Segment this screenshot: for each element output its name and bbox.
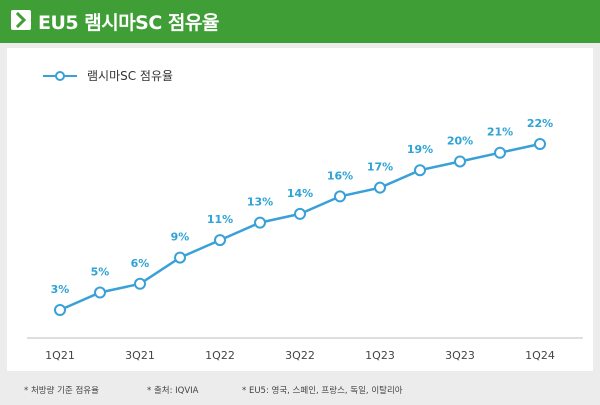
- data-point: [494, 146, 506, 159]
- header-bar: EU5 램시마SC 점유율: [0, 0, 600, 43]
- footnote-basis: * 처방량 기준 점유율: [24, 386, 99, 396]
- x-tick-label: 1Q21: [45, 349, 75, 362]
- data-point: [54, 304, 66, 316]
- data-label: 20%: [447, 134, 473, 147]
- data-label: 6%: [131, 257, 150, 270]
- data-label: 17%: [367, 161, 393, 174]
- data-label: 16%: [327, 169, 353, 182]
- x-tick-label: 3Q23: [445, 349, 475, 362]
- x-tick-label: 1Q22: [205, 349, 235, 362]
- legend: 램시마SC 점유율: [43, 69, 173, 83]
- x-tick-label: 3Q22: [285, 349, 315, 362]
- data-point: [334, 190, 346, 203]
- footnote-source: * 출처: IQVIA: [147, 386, 199, 396]
- data-label: 21%: [487, 126, 513, 139]
- data-point: [174, 251, 186, 264]
- x-tick-label: 1Q23: [365, 349, 395, 362]
- data-label: 9%: [171, 231, 190, 244]
- data-label: 3%: [51, 283, 70, 296]
- data-label: 14%: [287, 187, 313, 200]
- data-point: [414, 164, 426, 177]
- data-point: [294, 207, 306, 220]
- data-label: 5%: [91, 266, 110, 279]
- data-label: 19%: [407, 143, 433, 156]
- page-title: EU5 램시마SC 점유율: [38, 12, 219, 34]
- footnote-eu5: * EU5: 영국, 스페인, 프랑스, 독일, 이탈리아: [242, 386, 403, 396]
- data-point: [94, 286, 106, 299]
- x-tick-label: 1Q24: [525, 349, 555, 362]
- data-point: [214, 234, 226, 247]
- data-point: [454, 155, 466, 168]
- line-chart: 램시마SC 점유율 3% 5% 6% 9% 11% 13% 14% 16% 17% 19% 20% 2…: [27, 69, 583, 362]
- legend-label: 램시마SC 점유율: [87, 69, 173, 83]
- legend-marker: [55, 71, 65, 81]
- data-point: [374, 181, 386, 194]
- data-label: 13%: [247, 196, 273, 209]
- data-point: [134, 277, 146, 290]
- data-point: [534, 138, 546, 150]
- data-point: [254, 216, 266, 229]
- data-label: 22%: [527, 117, 553, 130]
- data-label: 11%: [207, 213, 233, 226]
- x-tick-label: 3Q21: [125, 349, 155, 362]
- chart-panel: 램시마SC 점유율 3% 5% 6% 9% 11% 13% 14% 16% 17% 19% 20% 2…: [7, 48, 593, 371]
- chevron-right-icon: [11, 10, 31, 30]
- series-line: [59, 142, 541, 312]
